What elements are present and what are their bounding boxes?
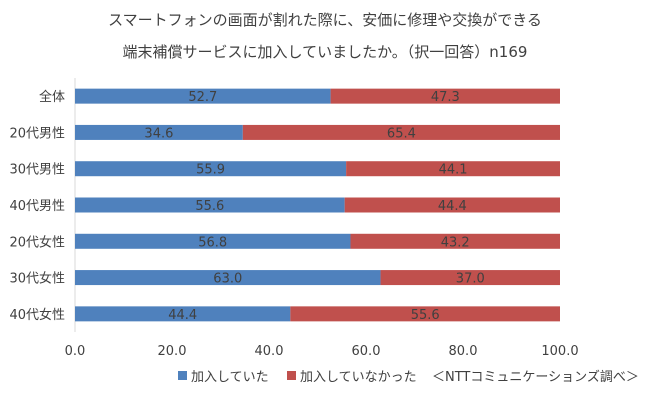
x-tick-label: 80.0 [449, 344, 478, 359]
legend-swatch-series1 [178, 371, 187, 380]
bar-joined [75, 88, 331, 104]
bar-not-joined [344, 197, 560, 213]
x-tick-label: 40.0 [255, 344, 284, 359]
bar-not-joined [242, 124, 560, 140]
bar-joined [75, 197, 345, 213]
category-label: 20代男性 [9, 126, 65, 141]
bar-not-joined [350, 233, 560, 249]
category-label: 40代女性 [9, 307, 65, 323]
data-label: 37.0 [456, 272, 485, 287]
data-label: 56.8 [198, 235, 227, 250]
bar-not-joined [290, 306, 560, 322]
category-label: 30代女性 [9, 271, 65, 287]
legend-swatch-series2 [287, 371, 296, 380]
legend-item-series1: 加入していた [178, 366, 269, 385]
data-label: 44.1 [439, 163, 468, 178]
bar-joined [75, 124, 243, 140]
bar-joined [75, 161, 347, 177]
category-label: 40代男性 [9, 199, 65, 214]
bar-joined [75, 306, 291, 322]
x-tick-label: 20.0 [158, 344, 187, 359]
bar-not-joined [346, 161, 560, 177]
category-label: 20代女性 [9, 234, 65, 250]
legend-label-series1: 加入していた [191, 370, 269, 385]
source-note: ＜NTTコミュニケーションズ調べ＞ [432, 370, 639, 385]
bar-not-joined [380, 270, 560, 286]
legend-item-series2: 加入していなかった [287, 366, 417, 385]
legend-label-series2: 加入していなかった [300, 370, 417, 385]
category-label: 30代男性 [9, 163, 65, 178]
chart-axes: 0.0 20.0 40.0 60.0 80.0 100.0 全体 20代男性 30代男性 40代男… [9, 78, 579, 359]
chart-title-line1: スマートフォンの画面が割れた際に、安価に修理や交換ができる [108, 11, 542, 29]
data-label: 34.6 [144, 126, 173, 141]
data-label: 55.6 [411, 308, 440, 323]
data-label: 47.3 [431, 90, 460, 105]
bar-not-joined [330, 88, 560, 104]
bar-joined [75, 270, 381, 286]
category-label: 全体 [39, 89, 65, 105]
data-label: 43.2 [441, 235, 470, 250]
bar-joined [75, 233, 351, 249]
chart-title-line2: 端末補償サービスに加入していましたか。（択一回答）n169 [122, 43, 528, 61]
data-label: 44.4 [168, 308, 197, 323]
data-label: 55.6 [195, 199, 224, 214]
chart-bars [75, 88, 560, 322]
data-label: 52.7 [188, 90, 217, 105]
data-label: 55.9 [196, 163, 225, 178]
x-tick-label: 60.0 [352, 344, 381, 359]
chart-data-labels: 52.7 47.3 34.6 65.4 55.9 44.1 55.6 44.4 56.8 43.2… [144, 90, 484, 323]
data-label: 63.0 [213, 272, 242, 287]
x-tick-label: 100.0 [541, 344, 578, 359]
data-label: 44.4 [438, 199, 467, 214]
x-tick-label: 0.0 [65, 344, 86, 359]
data-label: 65.4 [387, 126, 416, 141]
